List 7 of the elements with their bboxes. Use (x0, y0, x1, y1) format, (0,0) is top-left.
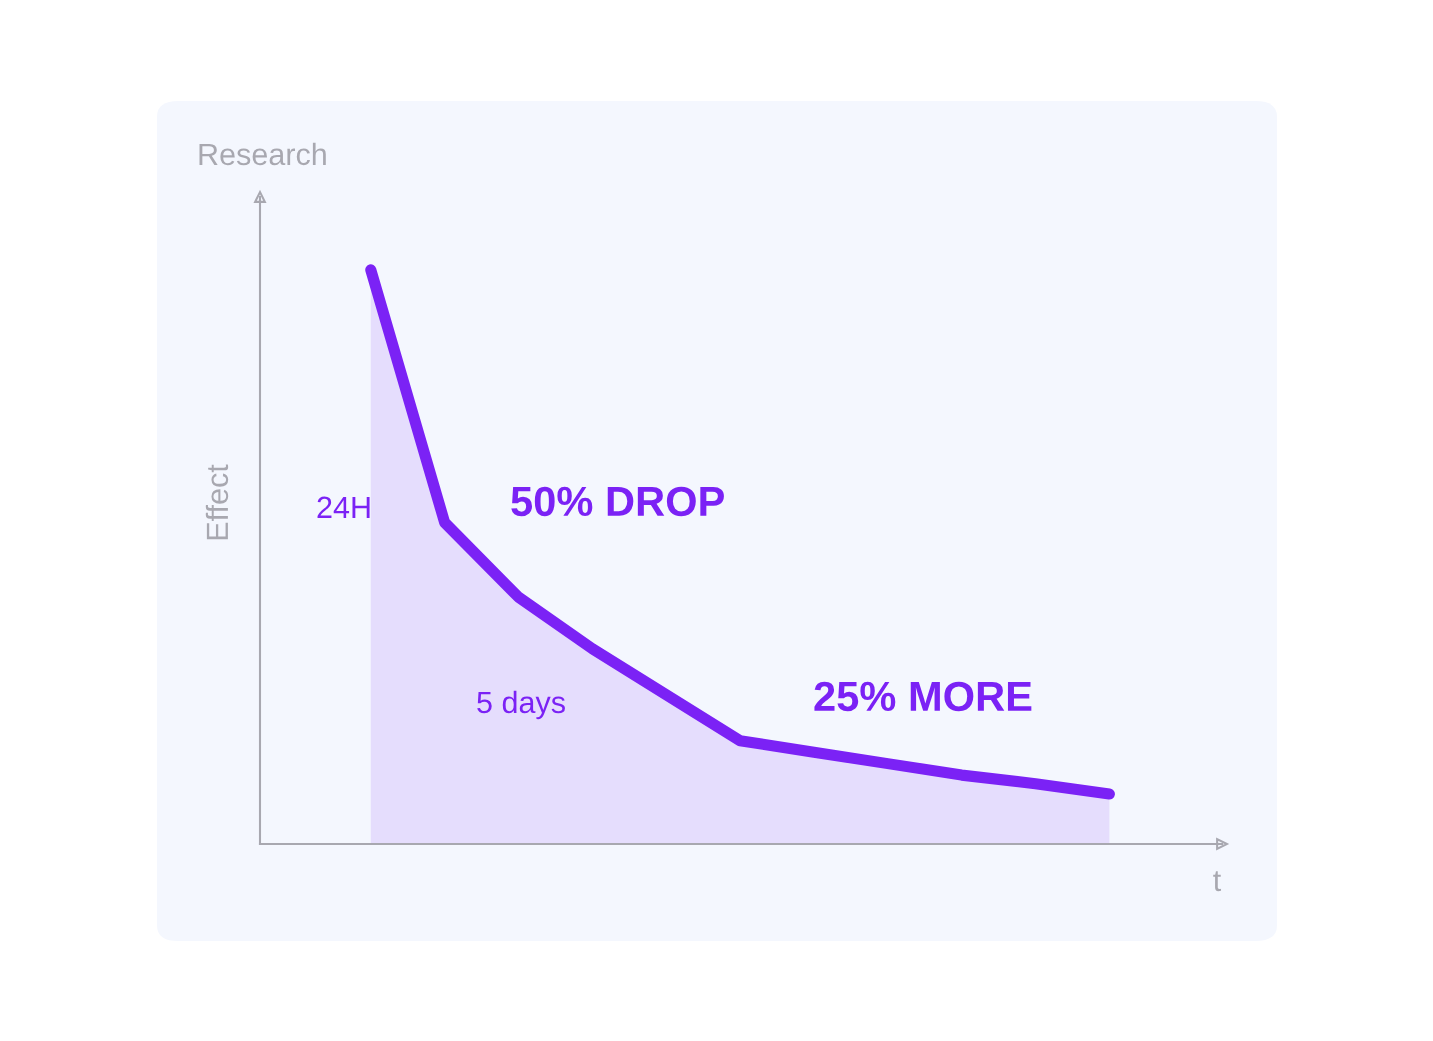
annotation: 24H (317, 496, 370, 518)
annotation: 50% DROP (511, 486, 724, 517)
x-axis-title: t (1213, 871, 1222, 892)
y-axis-title: Effect (205, 464, 229, 540)
chart-title: Research (199, 142, 326, 166)
annotation: 5 days (477, 690, 565, 720)
annotation: 25% MORE (814, 681, 1032, 712)
